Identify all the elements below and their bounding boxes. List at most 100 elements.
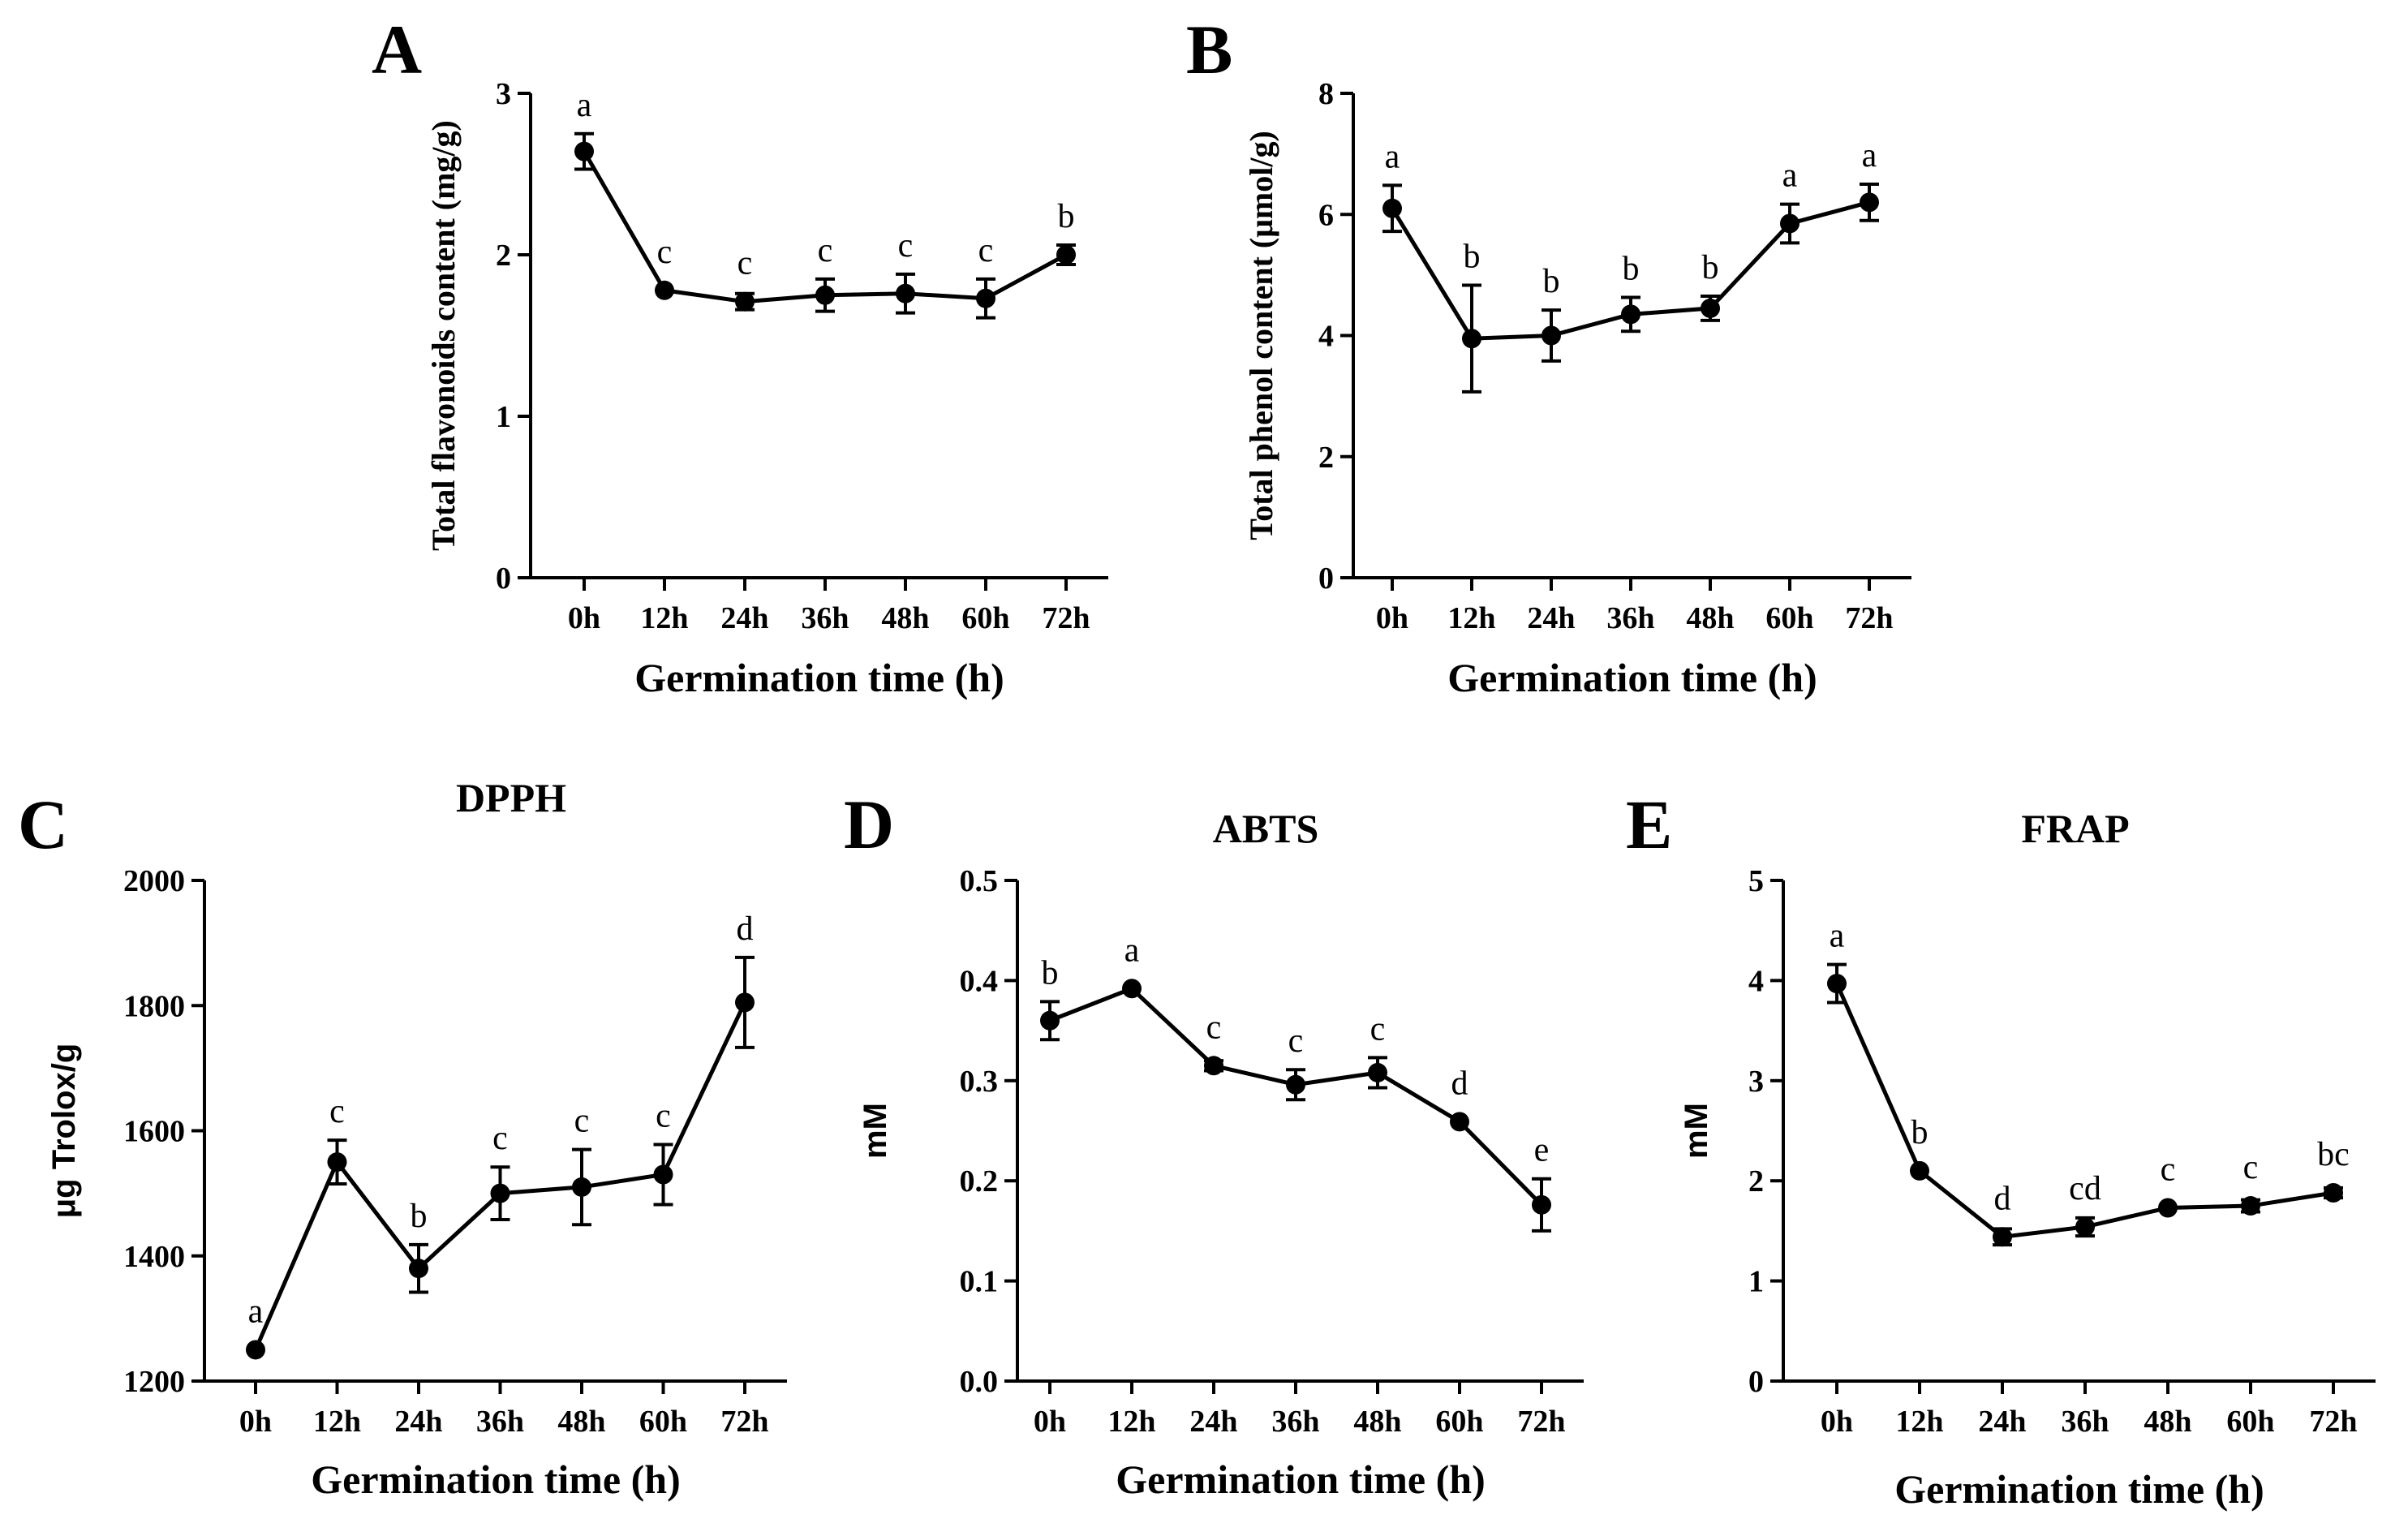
x-tick-label: 24h (1527, 601, 1575, 635)
y-tick-label: 0.3 (960, 1065, 999, 1099)
data-point (327, 1152, 347, 1173)
x-tick-label: 0h (1034, 1405, 1066, 1439)
significance-label: c (656, 1097, 671, 1134)
significance-label: b (1058, 198, 1075, 235)
x-tick-label: 48h (557, 1405, 605, 1439)
x-tick-label: 12h (1895, 1405, 1943, 1439)
data-point (815, 285, 835, 305)
data-point (1993, 1227, 2012, 1247)
x-tick-label: 60h (1765, 601, 1813, 635)
panel-letter: D (844, 785, 894, 863)
x-tick-label: 72h (1042, 601, 1090, 635)
x-tick-label: 72h (1845, 601, 1893, 635)
significance-label: a (1830, 918, 1845, 955)
data-point (490, 1183, 510, 1203)
data-point (653, 1164, 673, 1185)
data-point (1040, 1010, 1060, 1031)
y-tick-label: 1 (1748, 1265, 1764, 1299)
y-tick-label: 4 (1318, 320, 1334, 354)
significance-label: a (577, 87, 592, 124)
data-point (1827, 974, 1847, 994)
data-point (2158, 1198, 2178, 1218)
x-tick-label: 48h (881, 601, 929, 635)
panel-letter: A (372, 11, 422, 88)
x-tick-label: 12h (1447, 601, 1495, 635)
y-tick-label: 0.2 (960, 1164, 999, 1198)
data-point (1368, 1062, 1387, 1082)
y-tick-label: 6 (1318, 198, 1334, 232)
y-tick-label: 1200 (123, 1365, 185, 1399)
panel-letter: B (1186, 11, 1232, 88)
y-tick-label: 3 (1748, 1065, 1764, 1099)
data-point (735, 291, 755, 312)
data-point (572, 1177, 591, 1197)
data-point (1532, 1194, 1551, 1215)
significance-label: c (978, 232, 994, 269)
data-point (2075, 1216, 2095, 1237)
significance-label: a (1385, 138, 1400, 175)
y-tick-label: 8 (1318, 77, 1334, 111)
x-tick-label: 36h (801, 601, 849, 635)
significance-label: a (1862, 137, 1877, 174)
data-point (2241, 1196, 2260, 1216)
y-tick-label: 1800 (123, 989, 185, 1023)
significance-label: c (1370, 1010, 1386, 1048)
significance-label: b (1911, 1114, 1929, 1151)
x-tick-label: 12h (640, 601, 688, 635)
y-tick-label: 0.1 (960, 1265, 999, 1299)
data-point (246, 1340, 265, 1360)
x-axis-label: Germination time (h) (1116, 1457, 1485, 1502)
data-point (1450, 1112, 1469, 1132)
y-tick-label: 0 (496, 562, 511, 596)
y-tick-label: 2 (496, 239, 511, 273)
x-tick-label: 72h (720, 1405, 768, 1439)
data-point (1286, 1074, 1305, 1095)
x-tick-label: 0h (239, 1405, 272, 1439)
data-point (1910, 1160, 1929, 1181)
significance-label: b (1623, 250, 1640, 287)
data-point (1621, 304, 1640, 325)
significance-label: d (737, 910, 754, 948)
y-tick-label: 4 (1748, 964, 1764, 998)
significance-label: c (1288, 1022, 1304, 1060)
panel-letter: E (1626, 785, 1672, 863)
x-axis-label: Germination time (h) (1894, 1466, 2264, 1512)
x-tick-label: 12h (313, 1405, 361, 1439)
data-point (1204, 1056, 1223, 1076)
significance-label: c (2243, 1149, 2259, 1186)
y-tick-label: 2 (1318, 441, 1334, 475)
significance-label: bc (2317, 1136, 2350, 1173)
data-point (1701, 298, 1720, 318)
y-tick-label: 2000 (123, 864, 185, 898)
x-tick-label: 0h (568, 601, 600, 635)
x-tick-label: 72h (2309, 1405, 2357, 1439)
y-axis-label: μg Trolox/g (46, 1044, 82, 1219)
y-tick-label: 1400 (123, 1240, 185, 1274)
data-point (574, 141, 594, 161)
data-point (1542, 325, 1561, 346)
y-tick-label: 1600 (123, 1115, 185, 1149)
x-tick-label: 24h (1978, 1405, 2026, 1439)
y-tick-label: 1 (496, 400, 511, 434)
significance-label: c (737, 245, 753, 282)
x-tick-label: 48h (1686, 601, 1734, 635)
y-tick-label: 2 (1748, 1164, 1764, 1198)
x-tick-label: 36h (476, 1405, 524, 1439)
data-point (976, 288, 995, 308)
x-axis-label: Germination time (h) (634, 655, 1004, 700)
significance-label: e (1534, 1132, 1550, 1169)
panel-c: C DPPH 1200 1400 1600 1800 2000 0h 12h 24h 36h 48h 6… (18, 775, 787, 1502)
data-point (1122, 979, 1142, 999)
x-tick-label: 60h (639, 1405, 687, 1439)
data-point (735, 992, 755, 1013)
significance-label: c (818, 232, 833, 269)
significance-label: a (248, 1293, 264, 1330)
panel-d: D ABTS 0.0 0.1 0.2 0.3 0.4 0.5 0h 12h 24h 36h 48h 60h… (844, 785, 1584, 1502)
data-point (896, 283, 915, 303)
significance-label: b (1464, 239, 1481, 276)
x-tick-label: 24h (720, 601, 768, 635)
y-axis-label: Total flavonoids content (mg/g) (425, 120, 462, 551)
data-point (1860, 192, 1879, 213)
